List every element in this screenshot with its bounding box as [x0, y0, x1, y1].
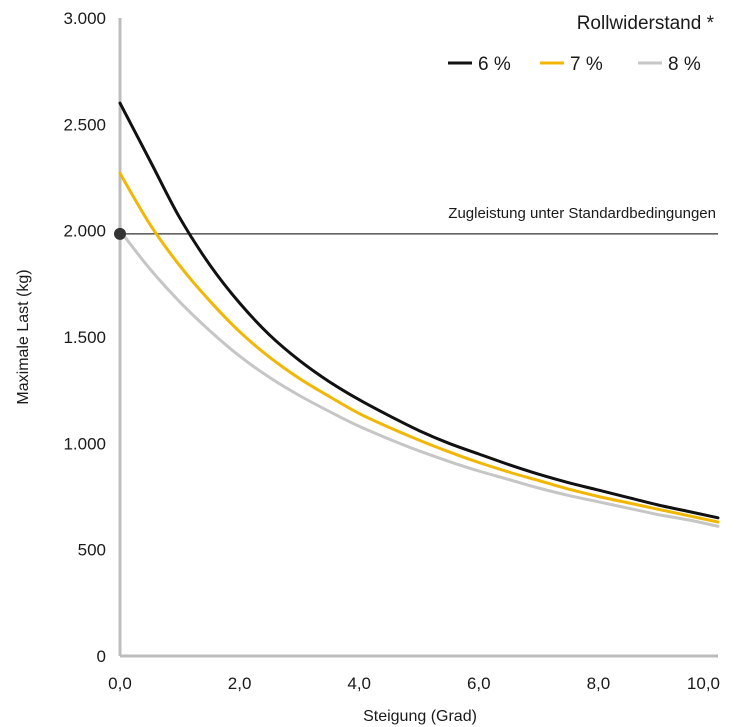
axes: 0 500 1.000 1.500 2.000 2.500 3.000 0,0 2,0 4,0 6,… — [63, 9, 720, 693]
y-tick-label: 0 — [97, 647, 106, 666]
legend-label: 8 % — [668, 54, 701, 75]
y-axis-label: Maximale Last (kg) — [15, 269, 32, 404]
x-tick-label: 4,0 — [347, 674, 371, 693]
x-tick-label: 0,0 — [108, 674, 132, 693]
reference-line-label: Zugleistung unter Standardbedingungen — [448, 205, 716, 222]
y-tick-label: 3.000 — [63, 9, 106, 28]
series-line — [118, 101, 720, 520]
x-tick-label: 6,0 — [467, 674, 491, 693]
y-tick-label: 1.500 — [63, 328, 106, 347]
x-tick-label: 2,0 — [228, 674, 252, 693]
y-tick-label: 1.000 — [63, 434, 106, 453]
series-line — [118, 229, 720, 528]
legend: Rollwiderstand * 6 % 7 % 8 % — [448, 13, 715, 75]
legend-label: 7 % — [570, 54, 603, 75]
y-tick-label: 2.500 — [63, 115, 106, 134]
y-tick-label: 2.000 — [63, 222, 106, 241]
y-tick-label: 500 — [78, 541, 106, 560]
legend-label: 6 % — [478, 54, 511, 75]
reference-line-group: Zugleistung unter Standardbedingungen — [120, 205, 718, 235]
series-lines — [114, 101, 720, 528]
x-tick-label: 8,0 — [587, 674, 611, 693]
x-tick-label: 10,0 — [687, 674, 720, 693]
series-line — [118, 171, 720, 524]
x-axis-label: Steigung (Grad) — [363, 708, 477, 725]
legend-title: Rollwiderstand * — [577, 13, 715, 34]
marker-point — [114, 227, 126, 240]
